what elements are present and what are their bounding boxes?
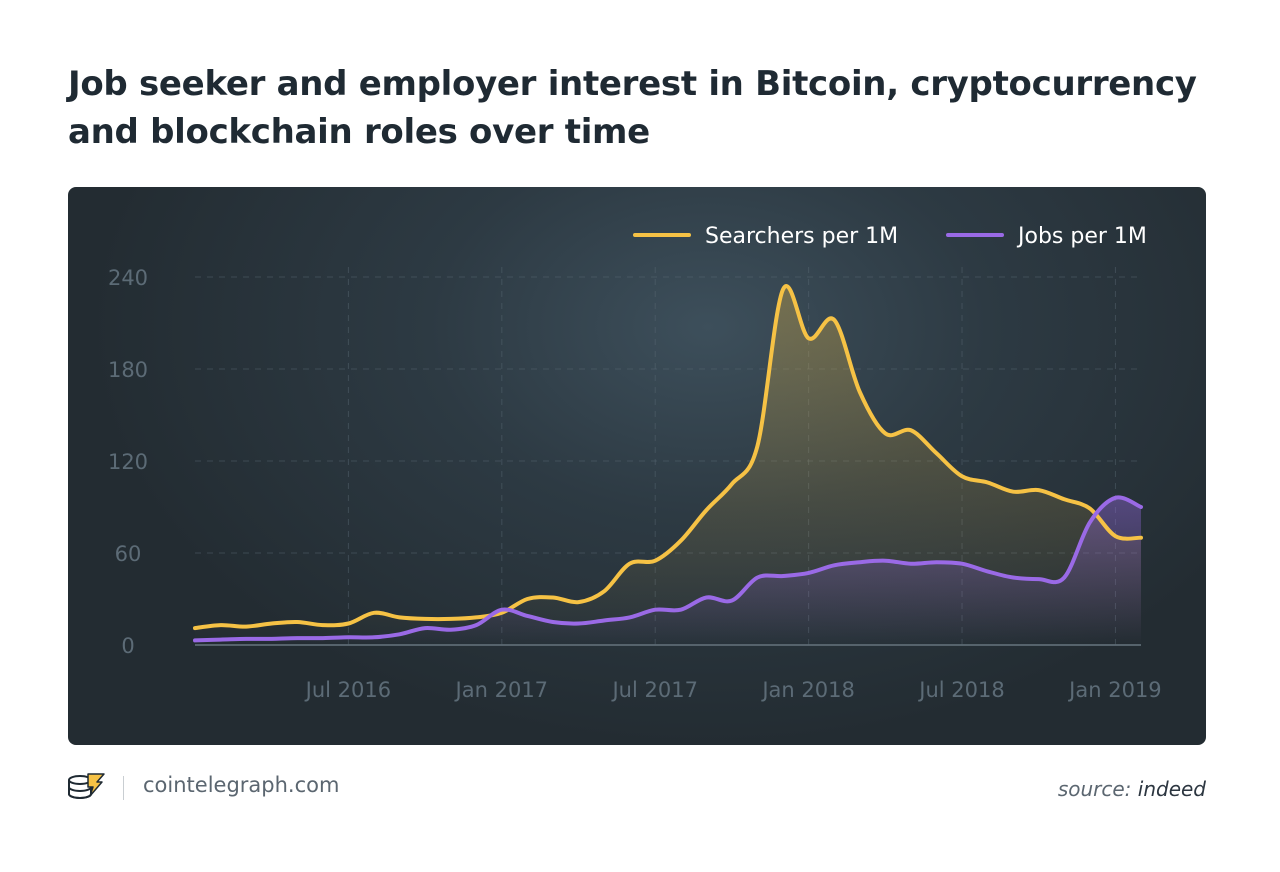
legend-searchers-label: Searchers per 1M	[705, 224, 898, 249]
x-tick-label: Jul 2016	[304, 678, 391, 702]
x-tick-label: Jan 2018	[760, 678, 855, 702]
x-tick-label: Jan 2019	[1067, 678, 1162, 702]
legend-jobs-label: Jobs per 1M	[1016, 224, 1147, 249]
searchers-area	[195, 286, 1141, 645]
cointelegraph-logo-icon	[68, 773, 105, 799]
x-tick-label: Jul 2017	[610, 678, 697, 702]
source-name: indeed	[1137, 777, 1206, 801]
jobs-area	[195, 497, 1141, 645]
jobs-line	[193, 495, 1143, 643]
x-tick-label: Jul 2018	[917, 678, 1004, 702]
searchers-line	[193, 284, 1143, 631]
chart-title: Job seeker and employer interest in Bitc…	[68, 64, 1197, 152]
y-tick-label: 240	[108, 266, 148, 290]
footer-divider	[123, 776, 124, 800]
chart-panel: 0 60 120 180 240 Jul 2016 Jan 2017 Jul 2017 Jan …	[68, 187, 1206, 745]
y-tick-label: 0	[121, 634, 134, 658]
line-chart: 0 60 120 180 240 Jul 2016 Jan 2017 Jul 2017 Jan …	[108, 224, 1162, 702]
source-prefix: source:	[1057, 777, 1132, 801]
x-tick-label: Jan 2017	[454, 678, 549, 702]
y-tick-label: 120	[108, 450, 148, 474]
footer-source: source: indeed	[1058, 777, 1206, 801]
footer-site-link[interactable]: cointelegraph.com	[143, 773, 340, 797]
y-tick-label: 60	[115, 542, 142, 566]
y-tick-label: 180	[108, 358, 148, 382]
